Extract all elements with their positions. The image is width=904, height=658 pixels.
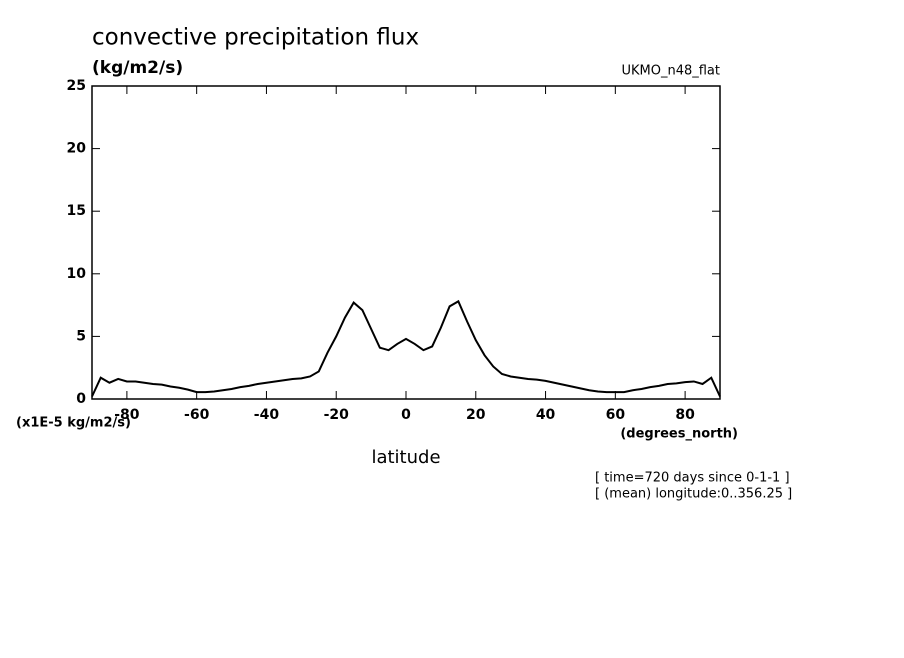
x-tick-label: -80 (114, 407, 140, 423)
model-label: UKMO_n48_flat (621, 64, 720, 79)
x-tick-label: 20 (466, 407, 486, 423)
y-tick-label: 15 (67, 203, 86, 219)
plot-frame (91, 85, 721, 400)
annotation: [ (mean) longitude:0..356.25 ] (595, 487, 792, 502)
x-tick-label: -20 (324, 407, 350, 423)
chart-subtitle: (kg/m2/s) (92, 58, 183, 78)
x-unit-label: (degrees_north) (620, 427, 738, 442)
annotation: [ time=720 days since 0-1-1 ] (595, 471, 790, 486)
x-tick-label: -40 (254, 407, 280, 423)
x-axis-label: latitude (371, 447, 440, 468)
x-tick-label: 60 (606, 407, 626, 423)
x-tick-label: 0 (401, 407, 411, 423)
x-tick-label: 40 (536, 407, 556, 423)
y-tick-label: 0 (76, 391, 86, 407)
y-tick-label: 25 (67, 78, 86, 94)
y-tick-label: 20 (67, 141, 87, 157)
x-tick-label: -60 (184, 407, 210, 423)
y-tick-label: 10 (67, 266, 87, 282)
x-tick-label: 80 (675, 407, 695, 423)
chart-title: convective precipitation flux (92, 25, 419, 51)
data-line (91, 299, 721, 397)
y-tick-label: 5 (76, 328, 86, 344)
y-unit-label: (x1E-5 kg/m2/s) (16, 416, 131, 431)
